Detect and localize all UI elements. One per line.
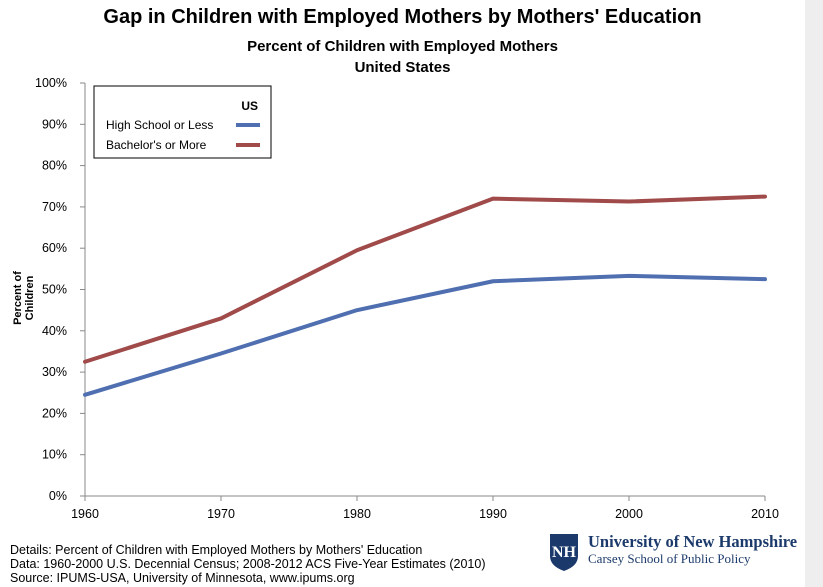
- y-tick-label: 30%: [42, 365, 67, 379]
- x-tick-label: 2000: [615, 507, 643, 521]
- chart-region-subtitle: United States: [354, 59, 451, 76]
- y-tick-label: 80%: [42, 159, 67, 173]
- y-tick-label: 70%: [42, 200, 67, 214]
- y-tick-label: 40%: [42, 324, 67, 338]
- right-edge-strip: [805, 0, 823, 587]
- school-name: Carsey School of Public Policy: [588, 551, 751, 566]
- legend-title: US: [241, 99, 258, 113]
- y-tick-label: 60%: [42, 241, 67, 255]
- chart-area: 0%10%20%30%40%50%60%70%80%90%100% 1960 19…: [35, 76, 779, 521]
- x-tick-labels: 1960 1970 1980 1990 2000 2010: [71, 496, 779, 521]
- details-line: Details: Percent of Children with Employ…: [10, 543, 423, 557]
- unh-shield-icon: NH: [550, 534, 578, 571]
- svg-text:NH: NH: [552, 544, 577, 561]
- series-lines: [83, 194, 767, 397]
- y-tick-label: 50%: [42, 283, 67, 297]
- series-line-1: [83, 194, 767, 364]
- legend-label-1: Bachelor's or More: [106, 138, 207, 152]
- y-tick-label: 0%: [49, 489, 67, 503]
- y-axis-label: Percent of Children: [12, 271, 36, 325]
- data-source-line: Data: 1960-2000 U.S. Decennial Census; 2…: [10, 557, 486, 571]
- x-tick-label: 1990: [479, 507, 507, 521]
- y-tick-labels: 0% 10% 20% 30% 40% 50% 60% 70% 80% 90% 100%: [35, 76, 85, 503]
- source-line: Source: IPUMS-USA, University of Minneso…: [10, 571, 355, 585]
- series-line-0: [83, 273, 767, 397]
- y-tick-label: 100%: [35, 76, 67, 90]
- y-tick-label: 90%: [42, 117, 67, 131]
- footer-details: Details: Percent of Children with Employ…: [10, 543, 486, 585]
- y-tick-label: 20%: [42, 406, 67, 420]
- legend: US High School or Less Bachelor's or More: [93, 85, 272, 159]
- university-name: University of New Hampshire: [588, 532, 798, 551]
- x-tick-label: 2010: [751, 507, 779, 521]
- x-tick-label: 1980: [343, 507, 371, 521]
- unh-logo: NH University of New Hampshire Carsey Sc…: [548, 532, 798, 576]
- x-tick-label: 1970: [207, 507, 235, 521]
- x-tick-label: 1960: [71, 507, 99, 521]
- chart-title: Gap in Children with Employed Mothers by…: [103, 6, 702, 28]
- legend-label-0: High School or Less: [106, 118, 213, 132]
- chart-subtitle: Percent of Children with Employed Mother…: [247, 38, 558, 55]
- y-tick-label: 10%: [42, 448, 67, 462]
